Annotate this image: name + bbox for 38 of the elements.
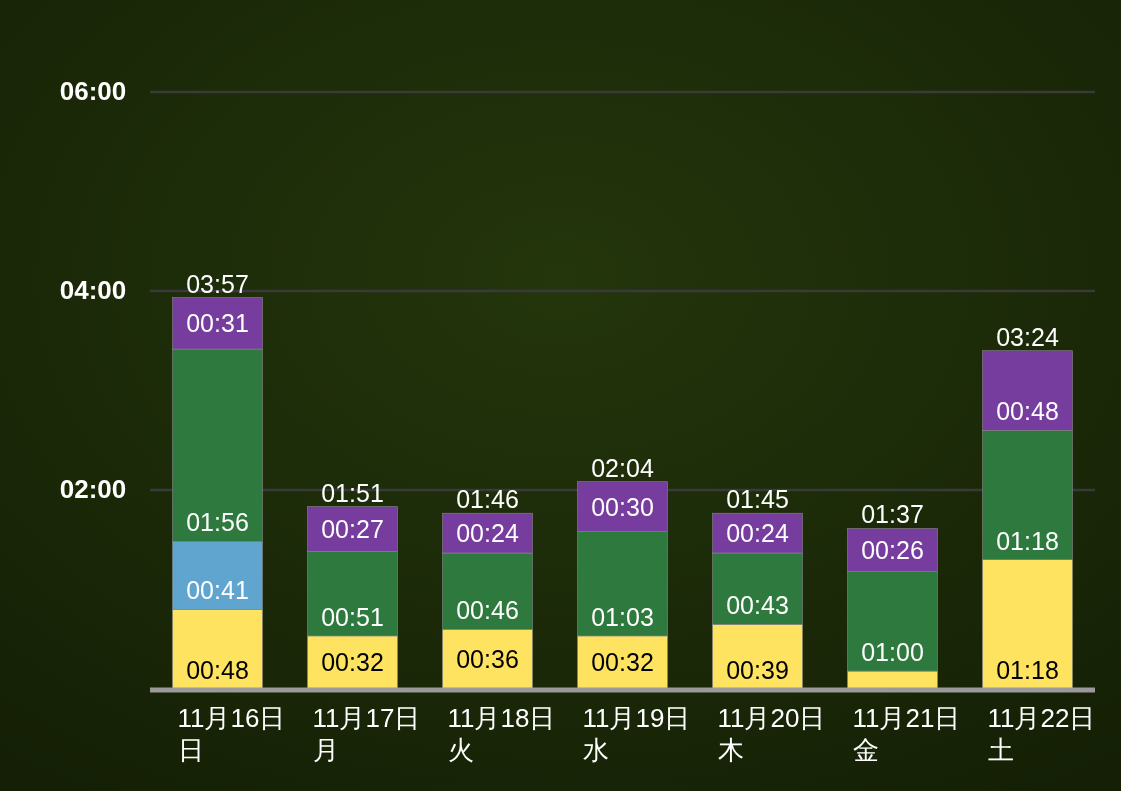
data-label: 00:32 xyxy=(321,648,384,677)
x-tick-label: 11月18日火 xyxy=(447,703,556,765)
y-tick-label: 04:00 xyxy=(59,275,127,305)
data-label: 00:32 xyxy=(591,648,654,677)
data-label: 00:30 xyxy=(591,492,654,521)
data-label: 00:39 xyxy=(726,656,789,684)
data-label: 00:26 xyxy=(861,536,924,565)
data-label: 00:41 xyxy=(186,576,249,605)
x-tick-label: 11月17日月 xyxy=(312,703,421,765)
data-label: 00:36 xyxy=(456,645,519,674)
total-label: 02:04 xyxy=(591,453,654,482)
data-label: 00:27 xyxy=(321,514,384,543)
data-label: 00:51 xyxy=(321,602,384,631)
data-label: 00:48 xyxy=(996,397,1059,426)
x-tick-label: 11月22日土 xyxy=(987,703,1096,765)
y-tick-label: 02:00 xyxy=(59,474,127,504)
data-label: 00:43 xyxy=(726,591,789,620)
x-tick-label: 11月21日金 xyxy=(852,703,961,765)
data-label: 01:00 xyxy=(861,638,924,667)
data-label: 00:46 xyxy=(456,596,519,625)
data-label: 00:24 xyxy=(456,519,519,548)
total-label: 03:57 xyxy=(186,269,249,298)
total-label: 01:37 xyxy=(861,500,924,529)
data-label: 00:31 xyxy=(186,309,249,338)
x-tick-label: 11月19日水 xyxy=(582,703,691,765)
total-label: 01:51 xyxy=(321,478,384,507)
total-label: 01:46 xyxy=(456,485,519,514)
x-tick-label: 11月20日木 xyxy=(717,703,826,765)
data-label: 01:18 xyxy=(996,656,1059,684)
x-tick-label: 11月16日日 xyxy=(177,703,286,765)
data-label: 00:48 xyxy=(186,656,249,684)
total-label: 03:24 xyxy=(996,322,1059,351)
data-label: 01:03 xyxy=(591,602,654,631)
total-label: 01:45 xyxy=(726,485,789,514)
data-label: 01:18 xyxy=(996,526,1059,555)
y-tick-label: 06:00 xyxy=(59,76,127,106)
data-label: 00:24 xyxy=(726,519,789,548)
data-label: 01:56 xyxy=(186,508,249,537)
